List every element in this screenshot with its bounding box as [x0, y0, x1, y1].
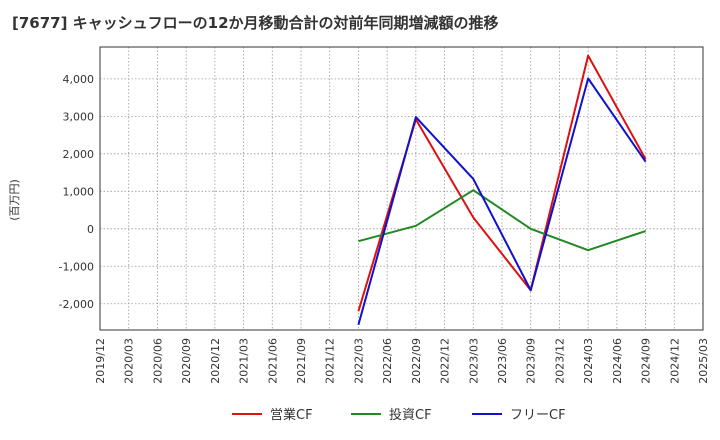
chart-title: [7677] キャッシュフローの12か月移動合計の対前年同期増減額の推移 [12, 14, 499, 32]
x-tick-label: 2025/03 [697, 338, 710, 384]
x-tick-label: 2024/03 [582, 338, 595, 384]
y-tick-label: -2,000 [59, 298, 94, 311]
x-tick-label: 2020/12 [209, 338, 222, 384]
legend-label: 営業CF [270, 407, 313, 423]
y-tick-label: 0 [87, 223, 94, 236]
x-tick-label: 2022/12 [439, 338, 452, 384]
y-axis-label: (百万円) [8, 179, 21, 221]
legend-label: フリーCF [510, 408, 566, 423]
x-tick-label: 2020/03 [123, 338, 136, 384]
x-tick-label: 2023/03 [467, 338, 480, 384]
x-tick-label: 2021/06 [266, 338, 279, 384]
legend-label: 投資CF [389, 407, 432, 423]
x-tick-label: 2021/09 [295, 338, 308, 384]
series-line [358, 189, 646, 252]
x-tick-label: 2023/09 [525, 338, 538, 384]
x-tick-label: 2020/09 [180, 338, 193, 384]
y-tick-label: 3,000 [63, 110, 95, 123]
x-tick-label: 2021/03 [238, 338, 251, 384]
x-tick-label: 2024/12 [668, 338, 681, 384]
x-tick-label: 2019/12 [94, 338, 107, 384]
y-tick-label: 1,000 [63, 185, 95, 198]
x-tick-label: 2022/09 [410, 338, 423, 384]
x-tick-label: 2024/06 [611, 338, 624, 384]
x-tick-label: 2022/06 [381, 338, 394, 384]
y-tick-label: -1,000 [59, 260, 94, 273]
x-tick-label: 2021/12 [324, 338, 337, 384]
x-tick-label: 2023/12 [553, 338, 566, 384]
x-tick-label: 2022/03 [352, 338, 365, 384]
x-tick-label: 2023/06 [496, 338, 509, 384]
x-tick-label: 2024/09 [640, 338, 653, 384]
x-tick-label: 2020/06 [151, 338, 164, 384]
y-tick-label: 4,000 [63, 73, 95, 86]
y-tick-label: 2,000 [63, 148, 95, 161]
series-line [357, 77, 647, 326]
plot-frame [99, 46, 704, 331]
